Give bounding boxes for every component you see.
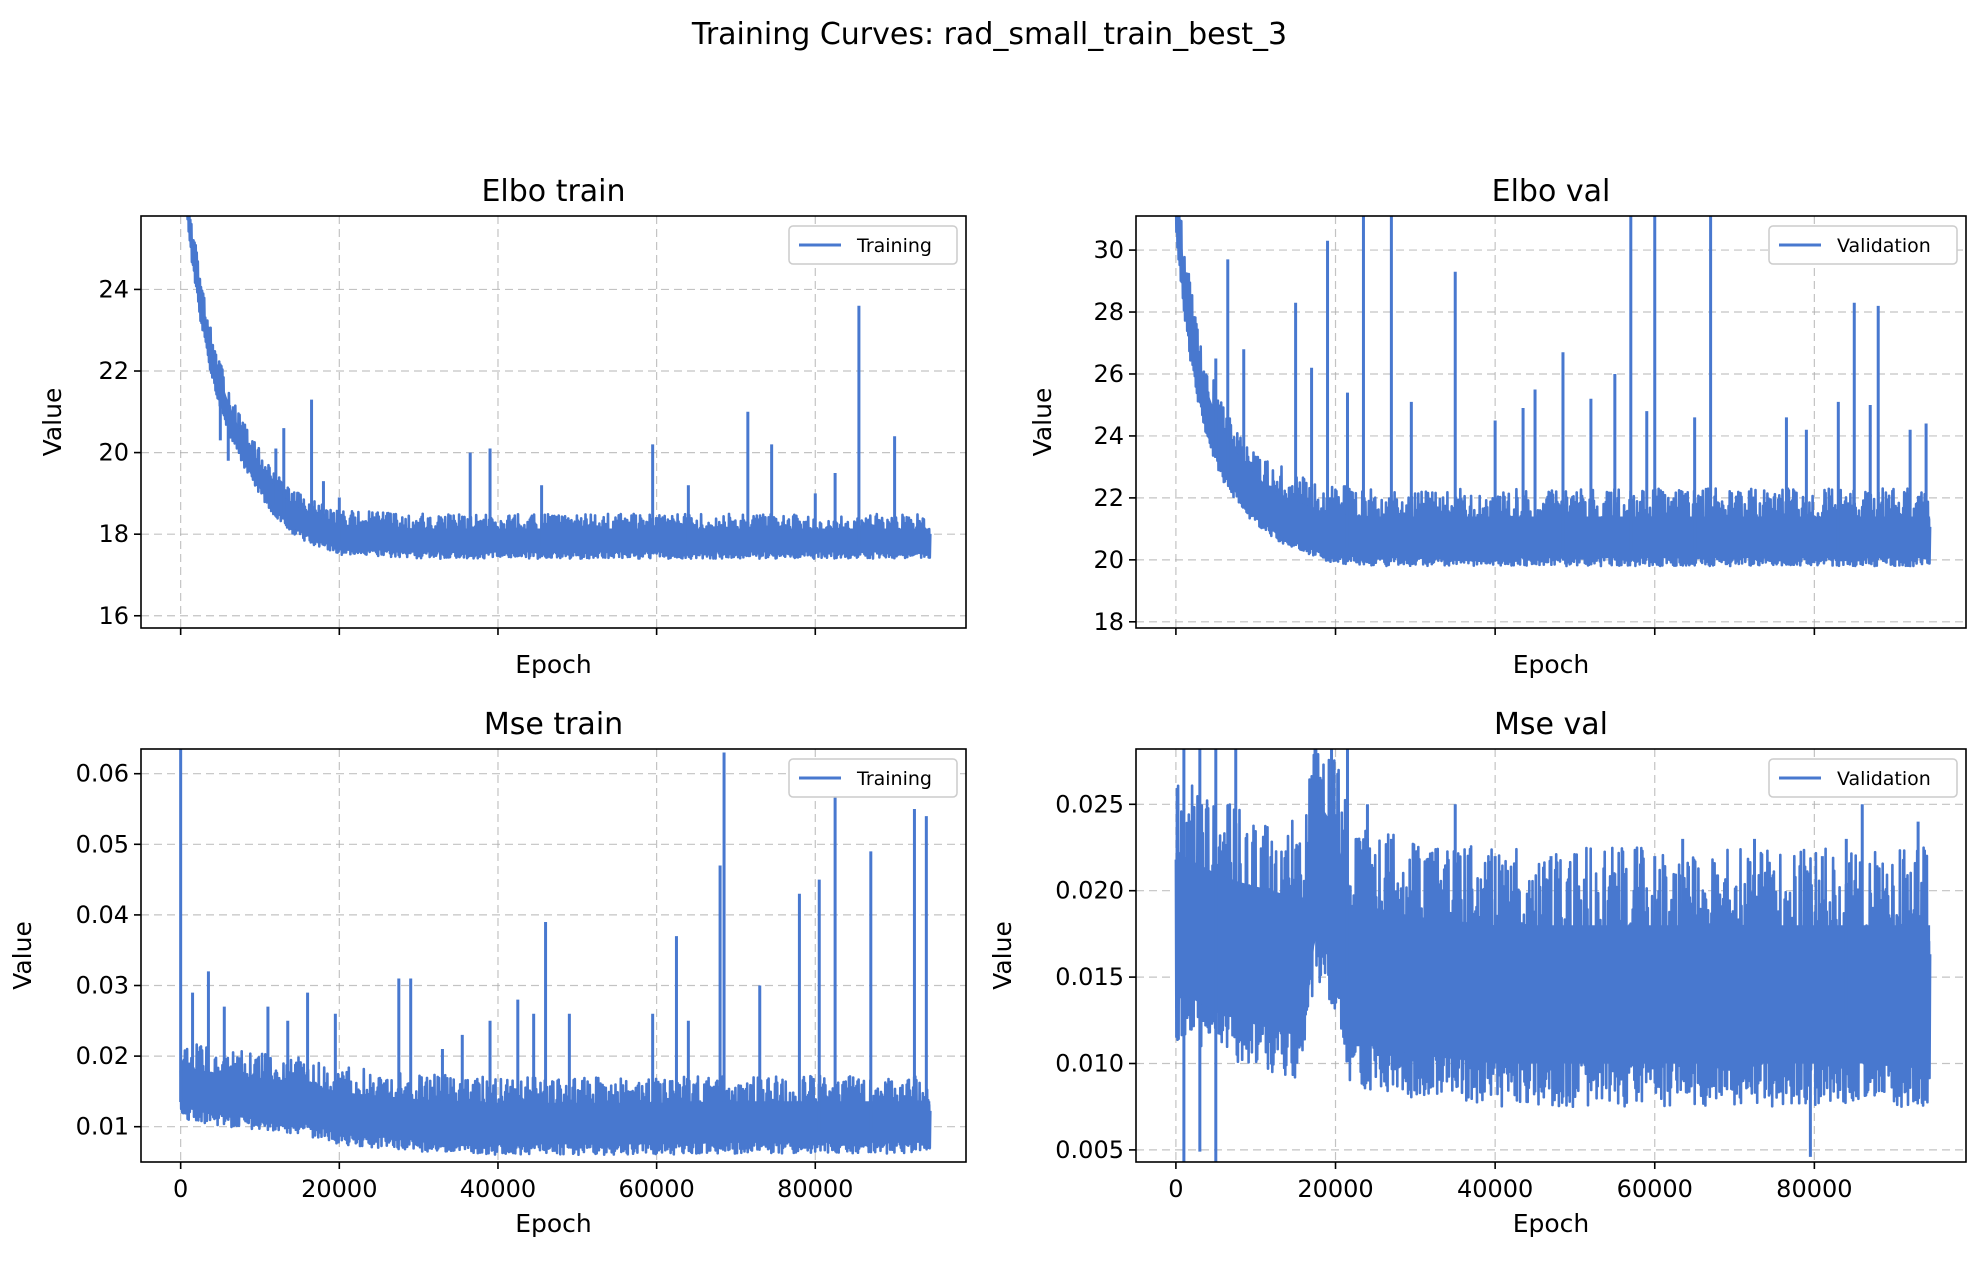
- y-axis-label: Value: [1028, 388, 1057, 457]
- legend-label: Training: [856, 235, 932, 257]
- y-tick-label: 0.005: [1055, 1136, 1124, 1164]
- y-axis-label: Value: [988, 921, 1017, 990]
- x-tick-label: 20000: [1297, 1175, 1373, 1203]
- y-tick-label: 0.010: [1055, 1050, 1124, 1078]
- legend-box: [788, 758, 958, 798]
- figure-title: Training Curves: rad_small_train_best_3: [691, 17, 1287, 52]
- y-tick-label: 0.01: [76, 1113, 129, 1141]
- axes-frame: [1135, 215, 1967, 629]
- y-tick-label: 24: [98, 275, 129, 303]
- y-tick-label: 0.015: [1055, 963, 1124, 991]
- y-tick-label: 0.05: [76, 830, 129, 858]
- y-tick-label: 20: [1093, 546, 1124, 574]
- subplot-title: Mse val: [1494, 707, 1608, 742]
- subplot-title: Mse train: [484, 707, 623, 742]
- y-tick-label: 0.03: [76, 972, 129, 1000]
- y-tick-label: 16: [98, 602, 129, 630]
- legend-box: [788, 225, 958, 265]
- axes-frame: [140, 215, 967, 629]
- y-tick-label: 18: [98, 520, 129, 548]
- x-tick-label: 0: [1168, 1175, 1183, 1203]
- y-tick-label: 24: [1093, 422, 1124, 450]
- y-tick-label: 18: [1093, 608, 1124, 636]
- subplot-mse-train: 0 20000 40000 60000 80000 0.01 0.02 0.03 0.04 0.0…: [8, 707, 967, 1238]
- y-tick-label: 0.06: [76, 760, 129, 788]
- legend: Validation: [1768, 225, 1958, 265]
- x-axis-label: Epoch: [1513, 1209, 1590, 1238]
- x-tick-label: 20000: [301, 1175, 377, 1203]
- legend: Training: [788, 225, 958, 265]
- y-tick-label: 22: [1093, 484, 1124, 512]
- y-tick-label: 28: [1093, 298, 1124, 326]
- y-tick-label: 30: [1093, 236, 1124, 264]
- y-tick-label: 0.02: [76, 1042, 129, 1070]
- y-tick-label: 26: [1093, 360, 1124, 388]
- y-tick-label: 0.04: [76, 901, 129, 929]
- legend: Validation: [1768, 758, 1958, 798]
- series-band: [180, 1067, 931, 1145]
- y-tick-label: 22: [98, 357, 129, 385]
- x-axis-label: Epoch: [515, 1209, 592, 1238]
- legend-box: [1768, 758, 1958, 798]
- legend-label: Training: [856, 768, 932, 790]
- x-tick-label: 60000: [1617, 1175, 1693, 1203]
- y-tick-label: 0.020: [1055, 877, 1124, 905]
- subplot-mse-val: 0 20000 40000 60000 80000 0.005 0.010 0.015 0.02…: [988, 707, 1967, 1238]
- x-tick-label: 40000: [1457, 1175, 1533, 1203]
- legend-label: Validation: [1837, 235, 1931, 257]
- series-band: [1175, 797, 1931, 1064]
- legend: Training: [788, 758, 958, 798]
- y-axis-label: Value: [38, 388, 67, 457]
- legend-label: Validation: [1837, 768, 1931, 790]
- y-tick-label: 20: [98, 439, 129, 467]
- x-tick-label: 80000: [777, 1175, 853, 1203]
- x-tick-label: 80000: [1776, 1175, 1852, 1203]
- x-tick-label: 40000: [460, 1175, 536, 1203]
- x-tick-label: 60000: [618, 1175, 694, 1203]
- axes-frame: [1135, 748, 1967, 1163]
- subplot-title: Elbo val: [1492, 174, 1611, 209]
- y-tick-label: 0.025: [1055, 790, 1124, 818]
- subplot-title: Elbo train: [481, 174, 625, 209]
- legend-box: [1768, 225, 1958, 265]
- axes-frame: [140, 748, 967, 1163]
- y-axis-label: Value: [8, 921, 37, 990]
- x-axis-label: Epoch: [515, 650, 592, 679]
- subplot-elbo-train: 16 18 20 22 24 Training Elbo train Epoch Value: [38, 174, 967, 679]
- x-tick-label: 0: [173, 1175, 188, 1203]
- subplot-elbo-val: 18 20 22 24 26 28 30 Validation Elbo val Epoch Val…: [1028, 174, 1967, 679]
- x-axis-label: Epoch: [1513, 650, 1590, 679]
